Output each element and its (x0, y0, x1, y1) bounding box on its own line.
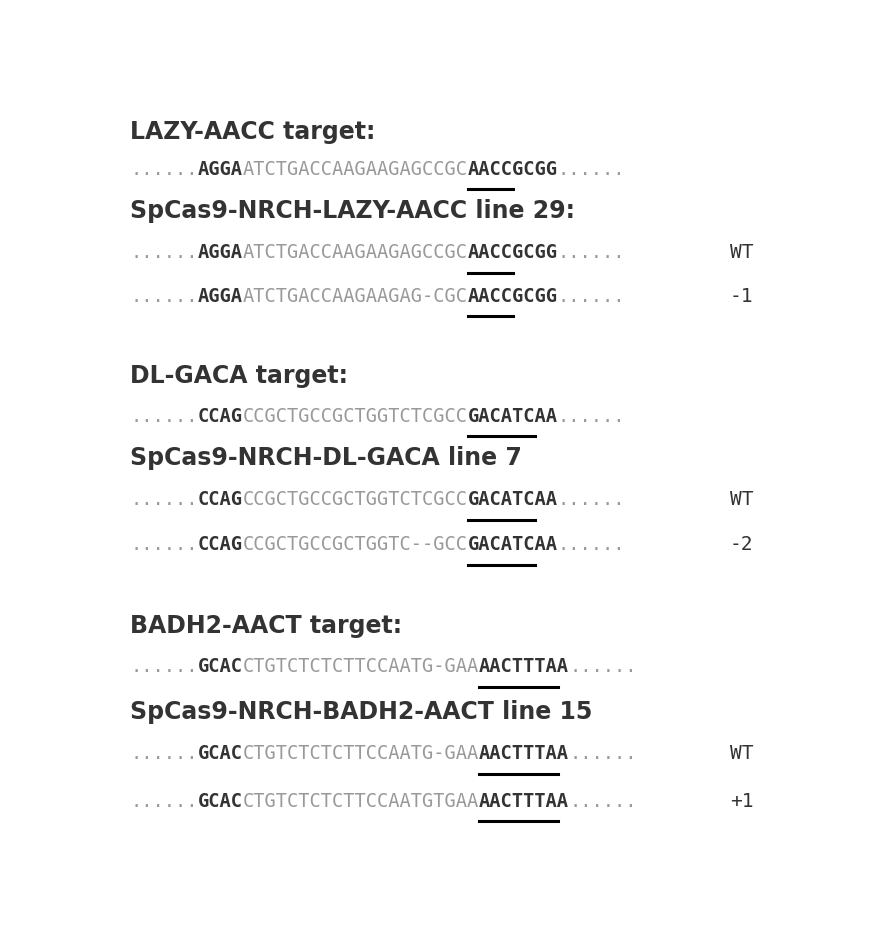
Text: AACTTTAA: AACTTTAA (479, 791, 568, 811)
Text: AACCGCGG: AACCGCGG (467, 287, 558, 306)
Text: GCAC: GCAC (198, 791, 242, 811)
Text: ......: ...... (130, 287, 198, 306)
Text: WT: WT (729, 744, 752, 764)
Text: ATCTGACCAAGAAGAGCCGC: ATCTGACCAAGAAGAGCCGC (242, 160, 467, 179)
Text: ......: ...... (558, 490, 624, 509)
Text: SpCas9-NRCH-BADH2-AACT line 15: SpCas9-NRCH-BADH2-AACT line 15 (130, 700, 592, 723)
Text: ......: ...... (130, 490, 198, 509)
Text: GACATCAA: GACATCAA (467, 536, 558, 554)
Text: +1: +1 (729, 791, 752, 811)
Text: ATCTGACCAAGAAGAGCCGC: ATCTGACCAAGAAGAGCCGC (242, 243, 467, 262)
Text: BADH2-AACT target:: BADH2-AACT target: (130, 614, 402, 638)
Text: ......: ...... (130, 744, 198, 764)
Text: CTGTCTCTCTTCCAATGTGAA: CTGTCTCTCTTCCAATGTGAA (242, 791, 479, 811)
Text: AGGA: AGGA (198, 243, 242, 262)
Text: LAZY-AACC target:: LAZY-AACC target: (130, 120, 375, 143)
Text: CCAG: CCAG (198, 406, 242, 425)
Text: ......: ...... (130, 406, 198, 425)
Text: DL-GACA target:: DL-GACA target: (130, 364, 348, 389)
Text: WT: WT (729, 490, 752, 509)
Text: CCGCTGCCGCTGGTC--GCC: CCGCTGCCGCTGGTC--GCC (242, 536, 467, 554)
Text: WT: WT (729, 243, 752, 262)
Text: ......: ...... (130, 160, 198, 179)
Text: GCAC: GCAC (198, 657, 242, 676)
Text: AACCGCGG: AACCGCGG (467, 160, 558, 179)
Text: ......: ...... (130, 243, 198, 262)
Text: ATCTGACCAAGAAGAG-CGC: ATCTGACCAAGAAGAG-CGC (242, 287, 467, 306)
Text: ......: ...... (568, 744, 636, 764)
Text: AACCGCGG: AACCGCGG (467, 243, 558, 262)
Text: CTGTCTCTCTTCCAATG-GAA: CTGTCTCTCTTCCAATG-GAA (242, 744, 479, 764)
Text: AGGA: AGGA (198, 160, 242, 179)
Text: -2: -2 (729, 536, 752, 554)
Text: ......: ...... (558, 536, 624, 554)
Text: GCAC: GCAC (198, 744, 242, 764)
Text: AGGA: AGGA (198, 287, 242, 306)
Text: ......: ...... (558, 287, 624, 306)
Text: ......: ...... (558, 243, 624, 262)
Text: CCAG: CCAG (198, 490, 242, 509)
Text: -1: -1 (729, 287, 752, 306)
Text: SpCas9-NRCH-DL-GACA line 7: SpCas9-NRCH-DL-GACA line 7 (130, 446, 522, 471)
Text: GACATCAA: GACATCAA (467, 490, 558, 509)
Text: ......: ...... (558, 406, 624, 425)
Text: CTGTCTCTCTTCCAATG-GAA: CTGTCTCTCTTCCAATG-GAA (242, 657, 479, 676)
Text: ......: ...... (130, 791, 198, 811)
Text: ......: ...... (558, 160, 624, 179)
Text: ......: ...... (130, 657, 198, 676)
Text: CCGCTGCCGCTGGTCTCGCC: CCGCTGCCGCTGGTCTCGCC (242, 490, 467, 509)
Text: GACATCAA: GACATCAA (467, 406, 558, 425)
Text: AACTTTAA: AACTTTAA (479, 744, 568, 764)
Text: CCGCTGCCGCTGGTCTCGCC: CCGCTGCCGCTGGTCTCGCC (242, 406, 467, 425)
Text: AACTTTAA: AACTTTAA (479, 657, 568, 676)
Text: SpCas9-NRCH-LAZY-AACC line 29:: SpCas9-NRCH-LAZY-AACC line 29: (130, 199, 575, 223)
Text: ......: ...... (568, 657, 636, 676)
Text: ......: ...... (130, 536, 198, 554)
Text: CCAG: CCAG (198, 536, 242, 554)
Text: ......: ...... (568, 791, 636, 811)
